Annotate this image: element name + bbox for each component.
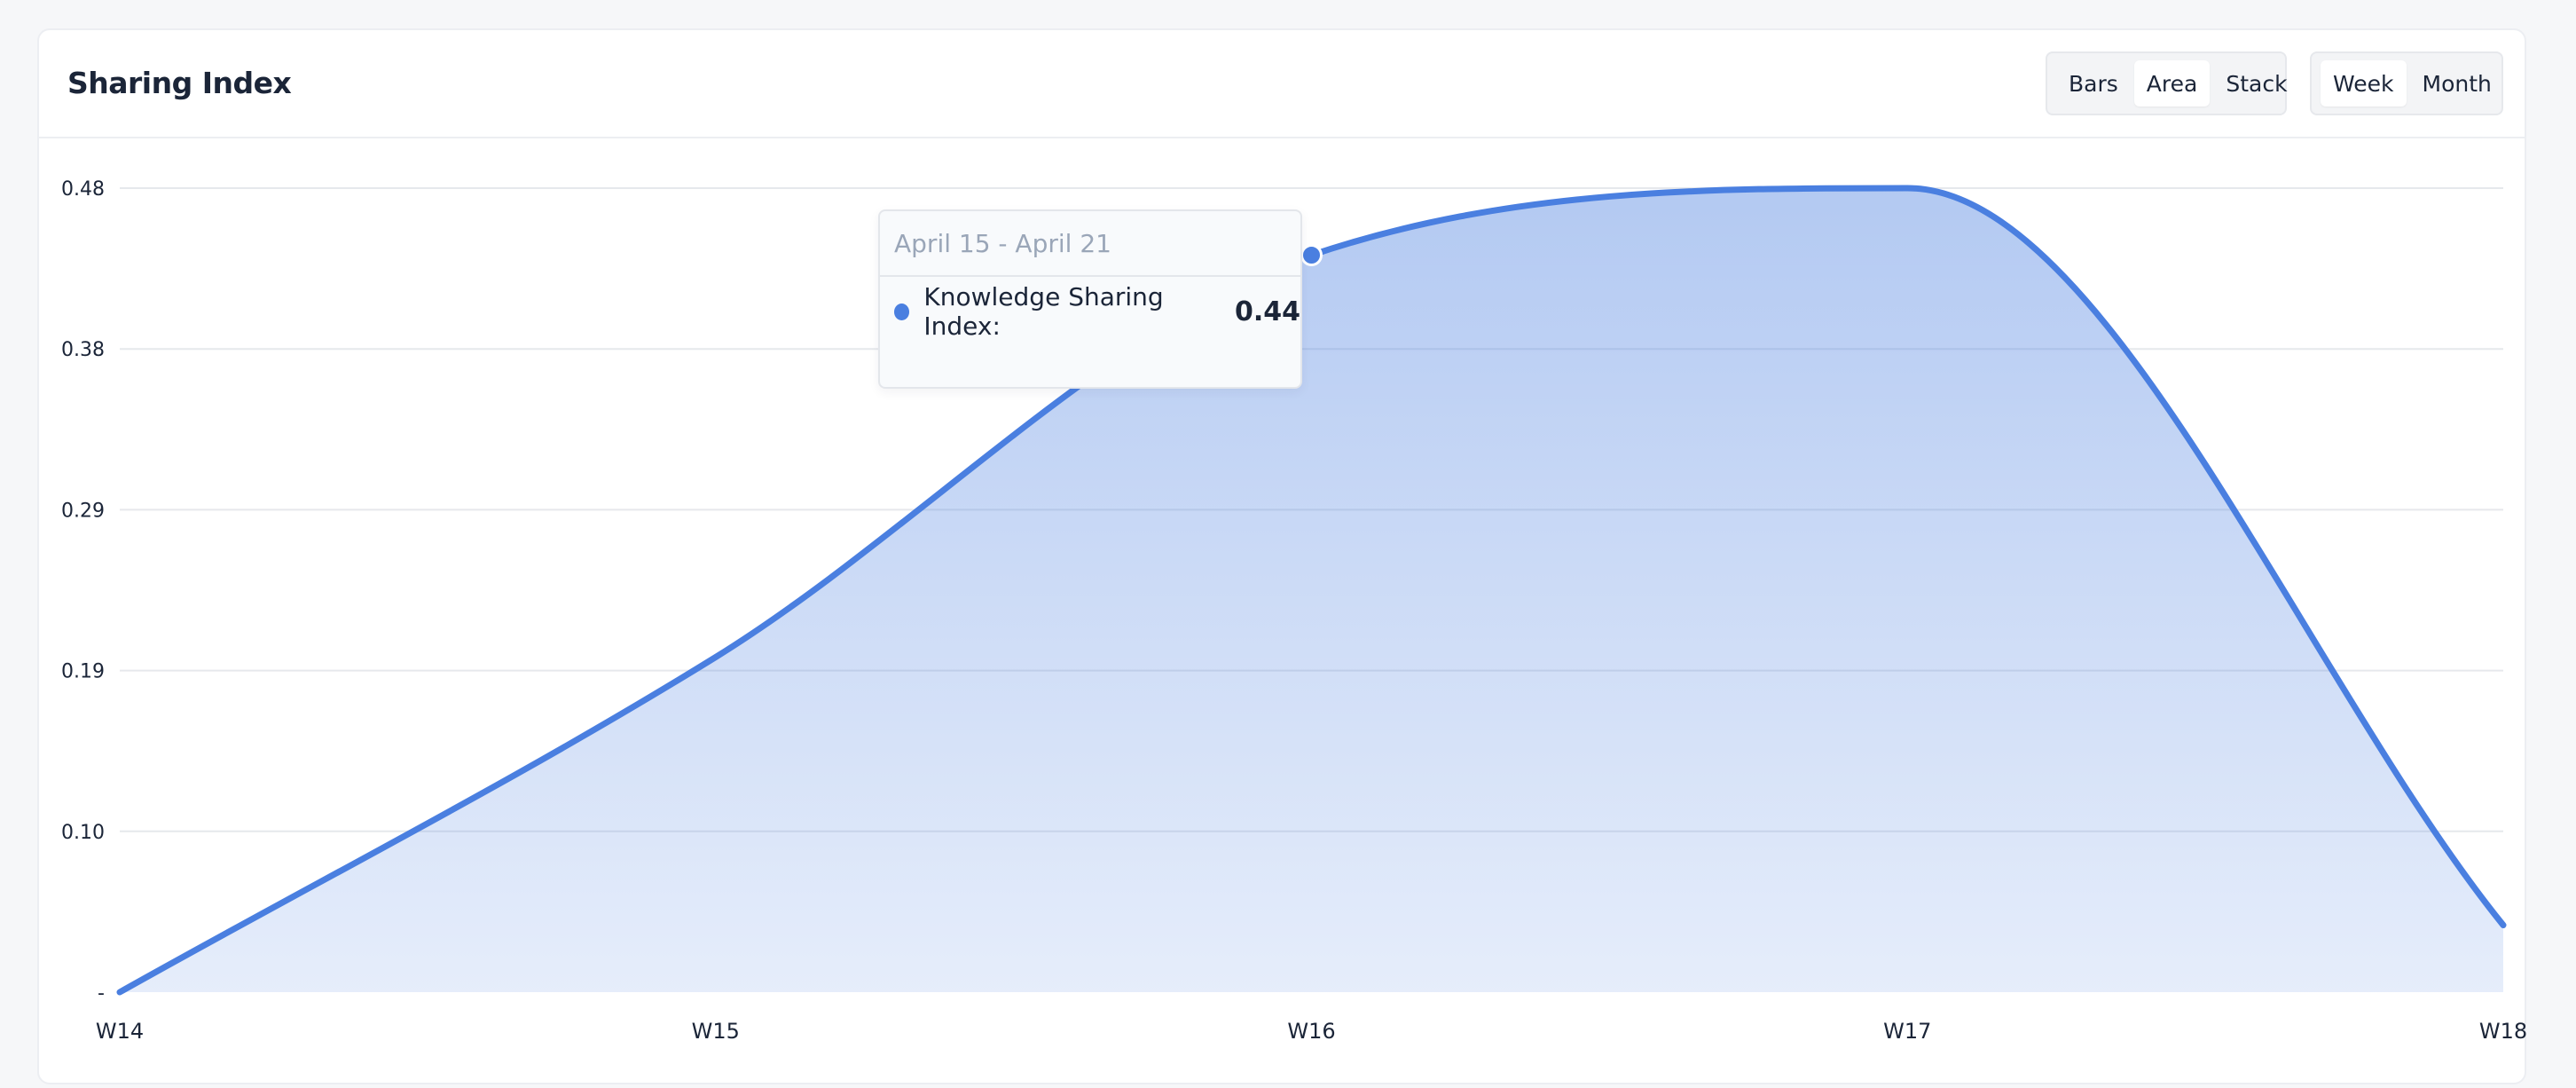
tooltip-value: 0.44 <box>1234 296 1300 327</box>
tooltip-series-label: Knowledge Sharing Index: <box>923 282 1164 341</box>
x-tick-label: W14 <box>96 1019 144 1044</box>
series-line <box>116 185 2507 996</box>
chart-tooltip: April 15 - April 21 Knowledge Sharing In… <box>878 209 1302 389</box>
period-toggle: Week Month <box>2310 51 2503 115</box>
view-toggle: Bars Area Stack <box>2046 51 2288 115</box>
tooltip-date-range: April 15 - April 21 <box>880 211 1300 277</box>
card-header: Sharing Index Bars Area Stack Week Month <box>39 30 2525 138</box>
area-view-button[interactable]: Area <box>2133 60 2211 106</box>
y-tick-label: 0.19 <box>61 661 105 683</box>
x-tick-label: W17 <box>1883 1019 1931 1044</box>
x-tick-label: W18 <box>2479 1019 2527 1044</box>
tooltip-series-row: Knowledge Sharing Index: 0.44 <box>880 277 1300 346</box>
bars-view-button[interactable]: Bars <box>2069 70 2118 97</box>
series-dot-icon <box>894 303 910 320</box>
y-tick-label: 0.10 <box>61 822 105 844</box>
month-period-button[interactable]: Month <box>2422 70 2492 97</box>
area-fill <box>120 188 2503 992</box>
y-tick-label: 0.38 <box>61 339 105 361</box>
y-tick-label: - <box>98 982 105 1005</box>
hover-point[interactable] <box>1300 244 1323 266</box>
y-tick-label: 0.29 <box>61 500 105 522</box>
stack-view-button[interactable]: Stack <box>2226 70 2288 97</box>
y-tick-label: 0.48 <box>61 178 105 201</box>
x-tick-label: W15 <box>692 1019 740 1044</box>
week-period-button[interactable]: Week <box>2321 60 2407 106</box>
x-tick-label: W16 <box>1287 1019 1335 1044</box>
chart-title: Sharing Index <box>67 66 292 100</box>
